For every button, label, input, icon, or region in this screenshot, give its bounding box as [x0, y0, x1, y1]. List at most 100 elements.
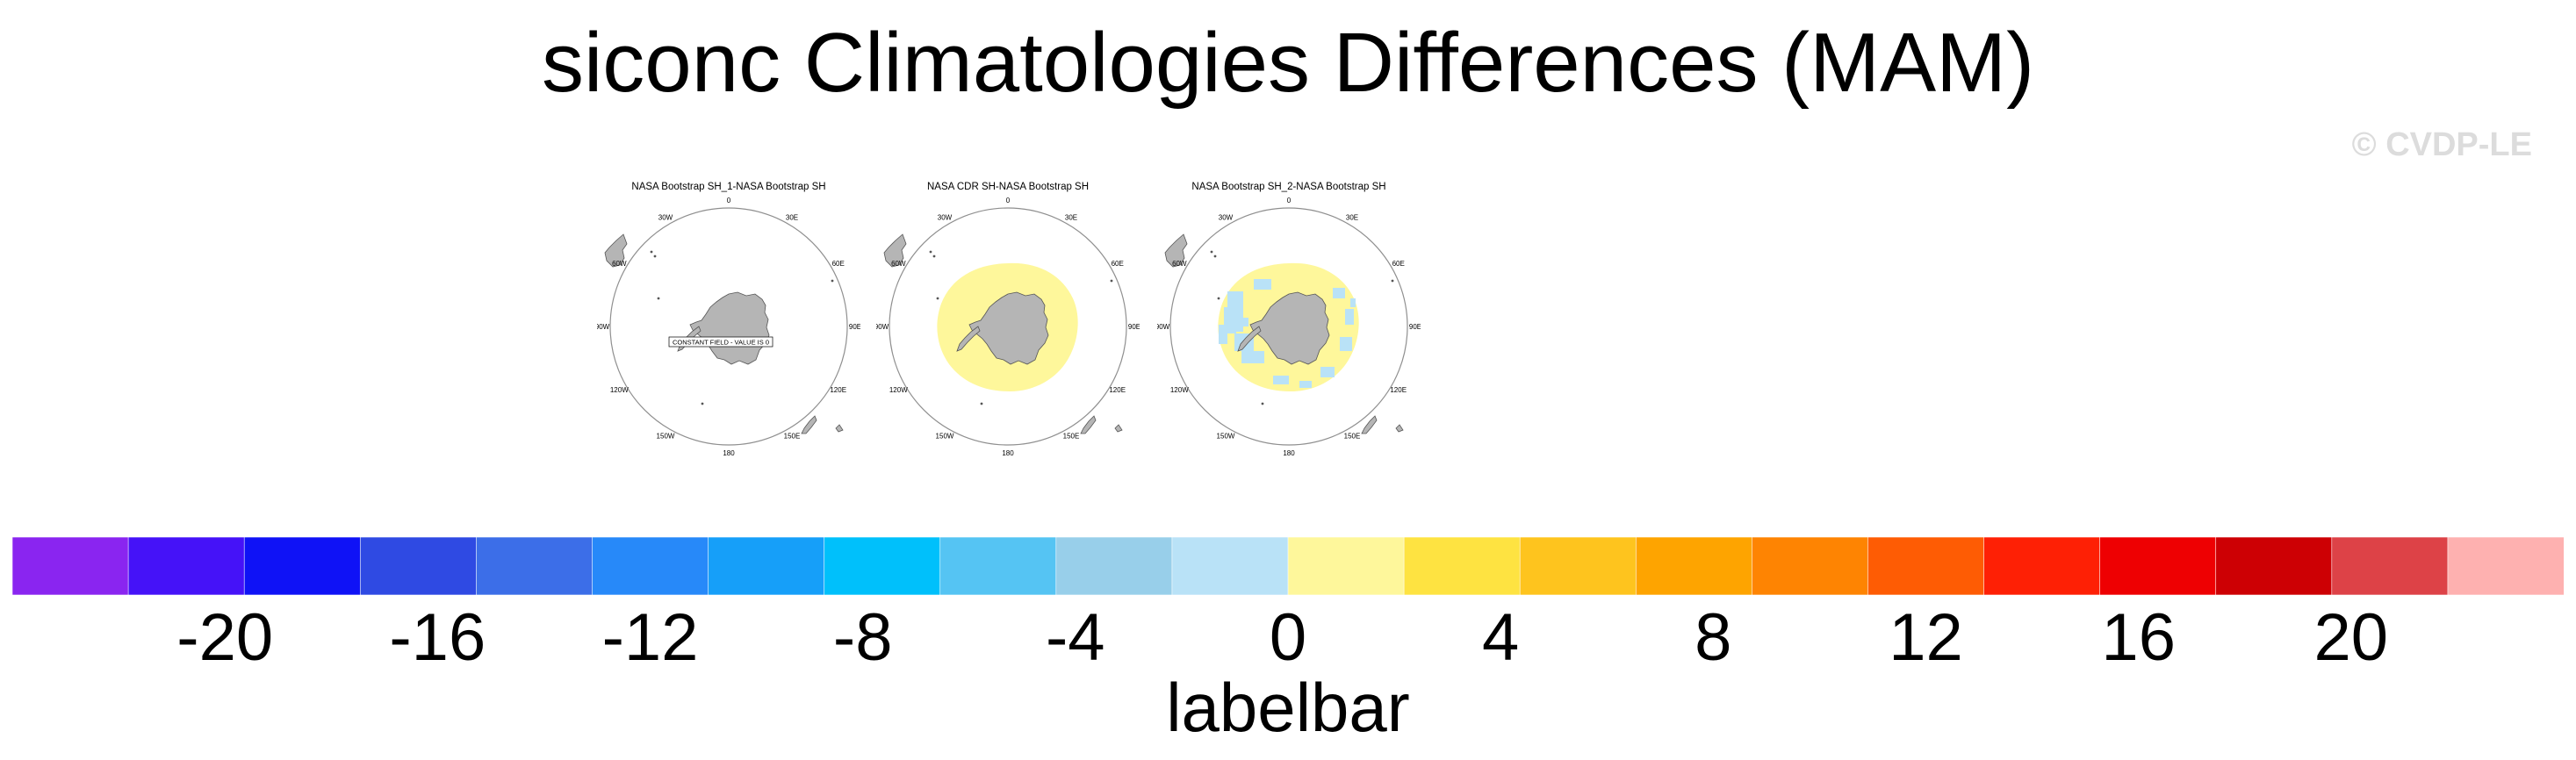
longitude-label: 30E — [1346, 213, 1358, 221]
longitude-label: 150W — [657, 433, 675, 441]
longitude-label: 120W — [610, 386, 629, 394]
labelbar-color-box — [2215, 536, 2333, 596]
labelbar-color-box — [476, 536, 594, 596]
longitude-label: 90W — [876, 323, 889, 331]
labelbar-tick-label: 8 — [1695, 600, 1731, 667]
longitude-label: 60W — [891, 260, 906, 268]
labelbar-tick-label: -4 — [1046, 600, 1105, 667]
labelbar-title: labelbar — [1166, 669, 1410, 746]
antarctica-landmass — [968, 291, 1049, 365]
labelbar-tick-label: -16 — [389, 600, 486, 667]
labelbar-color-box — [592, 536, 709, 596]
labelbar-tick-label: 20 — [2314, 600, 2389, 667]
longitude-label: 150E — [1063, 433, 1080, 441]
labelbar-color-box — [1403, 536, 1521, 596]
island-dot — [657, 297, 660, 300]
labelbar-tick-label: -8 — [833, 600, 893, 667]
south-america-landmass — [1164, 233, 1188, 268]
longitude-label: 120E — [1390, 386, 1407, 394]
labelbar-tick-label: 12 — [1889, 600, 1963, 667]
longitude-label: 120W — [1170, 386, 1189, 394]
labelbar-color-box — [1983, 536, 2101, 596]
island-dot — [1217, 297, 1220, 300]
labelbar-boxes — [12, 536, 2564, 596]
negative-difference-patch — [1345, 309, 1354, 325]
island-dot — [1213, 255, 1217, 258]
labelbar-color-box — [1171, 536, 1289, 596]
longitude-label: 180 — [1283, 449, 1295, 457]
antarctica-landmass — [1249, 291, 1330, 365]
labelbar-color-box — [824, 536, 941, 596]
labelbar-tick-label: 16 — [2101, 600, 2176, 667]
longitude-label: 60E — [1392, 260, 1405, 268]
longitude-label: 150W — [936, 433, 954, 441]
new-zealand-landmass — [1080, 415, 1097, 434]
labelbar-color-box — [708, 536, 825, 596]
negative-difference-patch — [1333, 288, 1345, 298]
longitude-label: 30W — [938, 213, 953, 221]
longitude-label: 120E — [830, 386, 846, 394]
island-dot — [980, 402, 983, 405]
longitude-label: 60E — [1112, 260, 1124, 268]
constant-field-annotation: CONSTANT FIELD - VALUE IS 0 — [668, 336, 774, 348]
page-title: siconc Climatologies Differences (MAM) — [541, 16, 2035, 110]
map-panel-2: NASA CDR SH-NASA Bootstrap SH 0 30E 60E 90E… — [876, 181, 1140, 470]
labelbar-color-box — [1055, 536, 1173, 596]
panel-title: NASA Bootstrap SH_1-NASA Bootstrap SH — [631, 182, 826, 192]
longitude-label: 30W — [1219, 213, 1234, 221]
longitude-label: 150E — [1344, 433, 1361, 441]
labelbar-color-box — [359, 536, 478, 596]
polar-map: 0 30E 60E 90E 120E 150E 180 150W 120W 90W 60W 30W CO… — [597, 197, 860, 457]
labelbar-color-box — [1867, 536, 1985, 596]
longitude-label: 90W — [1157, 323, 1170, 331]
panel-title: NASA CDR SH-NASA Bootstrap SH — [926, 182, 1090, 192]
island-dot — [650, 250, 653, 254]
new-zealand-landmass — [1361, 415, 1378, 434]
longitude-label: 30E — [1065, 213, 1077, 221]
longitude-label: 0 — [1006, 197, 1011, 204]
south-america-landmass — [883, 233, 907, 268]
labelbar-tick-label: 0 — [1270, 600, 1306, 667]
longitude-label: 90E — [1128, 323, 1140, 331]
polar-map: 0 30E 60E 90E 120E 150E 180 150W 120W 90W 60W 30W — [1157, 197, 1421, 457]
labelbar-tick-label: -20 — [176, 600, 273, 667]
negative-difference-patch — [1273, 376, 1289, 384]
negative-difference-patch — [1254, 279, 1271, 290]
island-dot — [1110, 279, 1113, 283]
watermark-text: © CVDP-LE — [2351, 126, 2532, 163]
labelbar-color-box — [1752, 536, 1869, 596]
negative-difference-patch — [1219, 325, 1227, 344]
map-content: 0 30E 60E 90E 120E 150E 180 150W 120W 90W 60W 30W — [876, 197, 1140, 457]
labelbar-color-box — [2099, 536, 2217, 596]
longitude-label: 120W — [889, 386, 908, 394]
longitude-label: 150E — [784, 433, 801, 441]
labelbar-color-box — [939, 536, 1057, 596]
longitude-label: 60W — [1172, 260, 1187, 268]
longitude-label: 90E — [849, 323, 860, 331]
island-dot — [936, 297, 939, 300]
tasmania-landmass — [1114, 424, 1123, 433]
map-panel-1: NASA Bootstrap SH_1-NASA Bootstrap SH 0 3… — [597, 181, 860, 470]
new-zealand-landmass — [801, 415, 817, 434]
tasmania-landmass — [835, 424, 844, 433]
map-content: 0 30E 60E 90E 120E 150E 180 150W 120W 90W 60W 30W — [1157, 197, 1421, 457]
tasmania-landmass — [1395, 424, 1404, 433]
island-dot — [653, 255, 657, 258]
map-panel-3: NASA Bootstrap SH_2-NASA Bootstrap SH 0 3… — [1157, 181, 1421, 470]
negative-difference-patch — [1241, 351, 1264, 363]
longitude-label: 90E — [1409, 323, 1421, 331]
island-dot — [932, 255, 936, 258]
longitude-label: 30E — [786, 213, 798, 221]
longitude-label: 180 — [1002, 449, 1014, 457]
longitude-label: 90W — [597, 323, 610, 331]
labelbar-color-box — [12, 536, 129, 596]
polar-map: 0 30E 60E 90E 120E 150E 180 150W 120W 90W 60W 30W — [876, 197, 1140, 457]
negative-difference-patch — [1320, 367, 1335, 377]
map-content: 0 30E 60E 90E 120E 150E 180 150W 120W 90W 60W 30W CO… — [597, 197, 860, 457]
labelbar-color-box — [127, 536, 245, 596]
labelbar-color-box — [1287, 536, 1405, 596]
negative-difference-patch — [1238, 318, 1248, 326]
annotation-text: CONSTANT FIELD - VALUE IS 0 — [673, 339, 769, 347]
labelbar-color-box — [1519, 536, 1637, 596]
negative-difference-patch — [1340, 337, 1352, 351]
